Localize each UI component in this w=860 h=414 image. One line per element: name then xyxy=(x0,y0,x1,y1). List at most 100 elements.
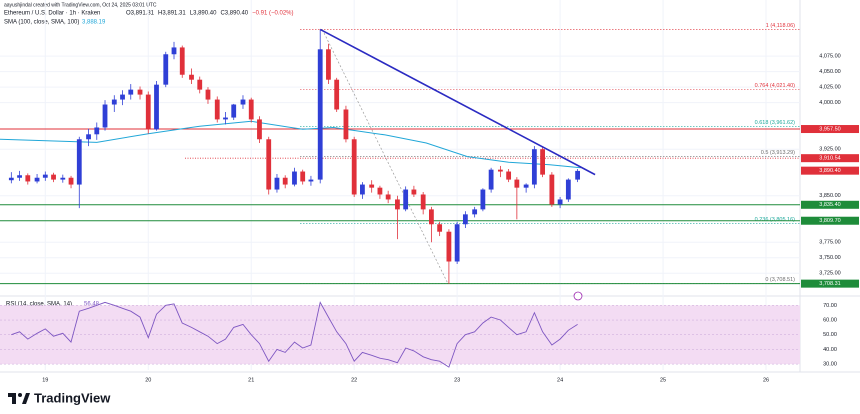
fib-label: 0.618 (3,961.62) xyxy=(755,120,796,126)
y-tick-label: 3,750.00 xyxy=(819,255,840,261)
candle-body xyxy=(480,189,486,210)
candle-body xyxy=(60,177,66,180)
candle-body xyxy=(488,169,494,190)
price-tag xyxy=(801,154,859,163)
candle-body xyxy=(120,94,125,100)
rsi-tick-label: 70.00 xyxy=(823,303,837,309)
candle-body xyxy=(385,194,391,200)
y-tick-label: 3,925.00 xyxy=(819,147,840,153)
x-tick-label: 20 xyxy=(145,377,151,383)
candle-body xyxy=(523,184,529,188)
candle-body xyxy=(351,139,357,195)
candle-body xyxy=(420,194,426,210)
y-tick-label: 3,850.00 xyxy=(819,193,840,199)
x-tick-label: 26 xyxy=(763,377,769,383)
candle-body xyxy=(292,171,297,185)
candle-body xyxy=(76,139,82,185)
candle-body xyxy=(214,99,220,120)
candle-body xyxy=(462,214,468,225)
candle-body xyxy=(137,89,143,95)
price-tag xyxy=(801,216,859,225)
price-tag-label: 3,835.40 xyxy=(819,202,840,208)
candle-body xyxy=(145,94,151,130)
candle-body xyxy=(94,127,100,135)
brand-name: TradingView xyxy=(34,390,111,405)
logo-part xyxy=(18,393,22,397)
rsi-tick-label: 30.00 xyxy=(823,362,837,368)
candle-body xyxy=(282,177,288,185)
rsi-tick-label: 60.00 xyxy=(823,317,837,323)
x-tick-label: 19 xyxy=(42,377,48,383)
fib-label: 0 (3,708.51) xyxy=(765,277,795,283)
candle-body xyxy=(575,170,581,180)
y-tick-label: 3,725.00 xyxy=(819,271,840,277)
candle-body xyxy=(531,149,537,185)
candles xyxy=(8,29,581,284)
rsi-line xyxy=(11,301,578,368)
candle-body xyxy=(429,209,434,225)
logo-part xyxy=(12,393,16,404)
sma-line xyxy=(0,120,581,169)
rsi-legend: RSI (14, close, SMA, 14) xyxy=(6,302,72,308)
y-tick-label: 4,025.00 xyxy=(819,85,840,91)
candle-body xyxy=(326,49,331,80)
candle-body xyxy=(154,84,159,130)
candle-body xyxy=(411,189,417,195)
x-tick-label: 24 xyxy=(557,377,563,383)
y-tick-label: 4,075.00 xyxy=(819,54,840,60)
candle-body xyxy=(437,224,443,232)
sma-last: 3,888.19 xyxy=(82,20,106,26)
candle-body xyxy=(377,187,383,195)
candle-body xyxy=(497,169,503,172)
rsi-tick-label: 40.00 xyxy=(823,347,837,353)
ohlc-value: H3,891.31 xyxy=(158,11,186,17)
event-icon xyxy=(573,291,583,301)
candle-body xyxy=(557,199,563,205)
candle-body xyxy=(197,79,203,90)
candle-body xyxy=(17,175,22,178)
price-tag xyxy=(801,166,859,175)
fib-label: 0.764 (4,021.40) xyxy=(755,83,796,89)
rsi-tick-label: 50.00 xyxy=(823,332,837,338)
price-tag xyxy=(801,279,859,288)
candle-body xyxy=(446,231,452,262)
candle-body xyxy=(51,174,56,180)
brand-logo xyxy=(8,393,30,404)
fib-label: 0.5 (3,913.29) xyxy=(761,150,795,156)
candle-body xyxy=(240,99,246,105)
candle-body xyxy=(565,179,571,200)
candle-body xyxy=(8,177,14,181)
candle-body xyxy=(403,189,409,210)
x-tick-label: 22 xyxy=(351,377,357,383)
candle-body xyxy=(472,209,478,215)
x-tick-label: 23 xyxy=(454,377,460,383)
candle-body xyxy=(549,174,555,205)
candle-body xyxy=(171,47,177,55)
candle-body xyxy=(266,139,272,190)
candle-body xyxy=(68,177,74,185)
ohlc-value: −0.91 (−0.02%) xyxy=(252,11,293,17)
y-tick-label: 4,000.00 xyxy=(819,100,840,106)
candle-body xyxy=(86,134,91,140)
candle-body xyxy=(163,54,169,85)
candle-body xyxy=(334,79,340,110)
candle-body xyxy=(102,104,108,128)
symbol-title: Ethereum / U.S. Dollar · 1h · Kraken xyxy=(4,11,100,17)
ohlc-value: L3,890.40 xyxy=(190,11,217,17)
x-tick-label: 21 xyxy=(248,377,254,383)
fib-swing xyxy=(321,29,449,284)
candle-body xyxy=(179,47,185,75)
ohlc-value: C3,890.40 xyxy=(220,11,248,17)
price-tag-label: 3,708.31 xyxy=(819,281,840,287)
candle-body xyxy=(369,184,375,188)
candle-body xyxy=(257,119,262,140)
rsi-last: 56.48 xyxy=(84,302,100,308)
trendline xyxy=(319,28,596,176)
candle-body xyxy=(395,199,400,210)
price-tag xyxy=(801,125,859,134)
candle-body xyxy=(34,177,40,182)
candle-body xyxy=(223,117,228,120)
candle-body xyxy=(274,177,280,190)
ohlc-value: O3,891.31 xyxy=(126,11,155,17)
